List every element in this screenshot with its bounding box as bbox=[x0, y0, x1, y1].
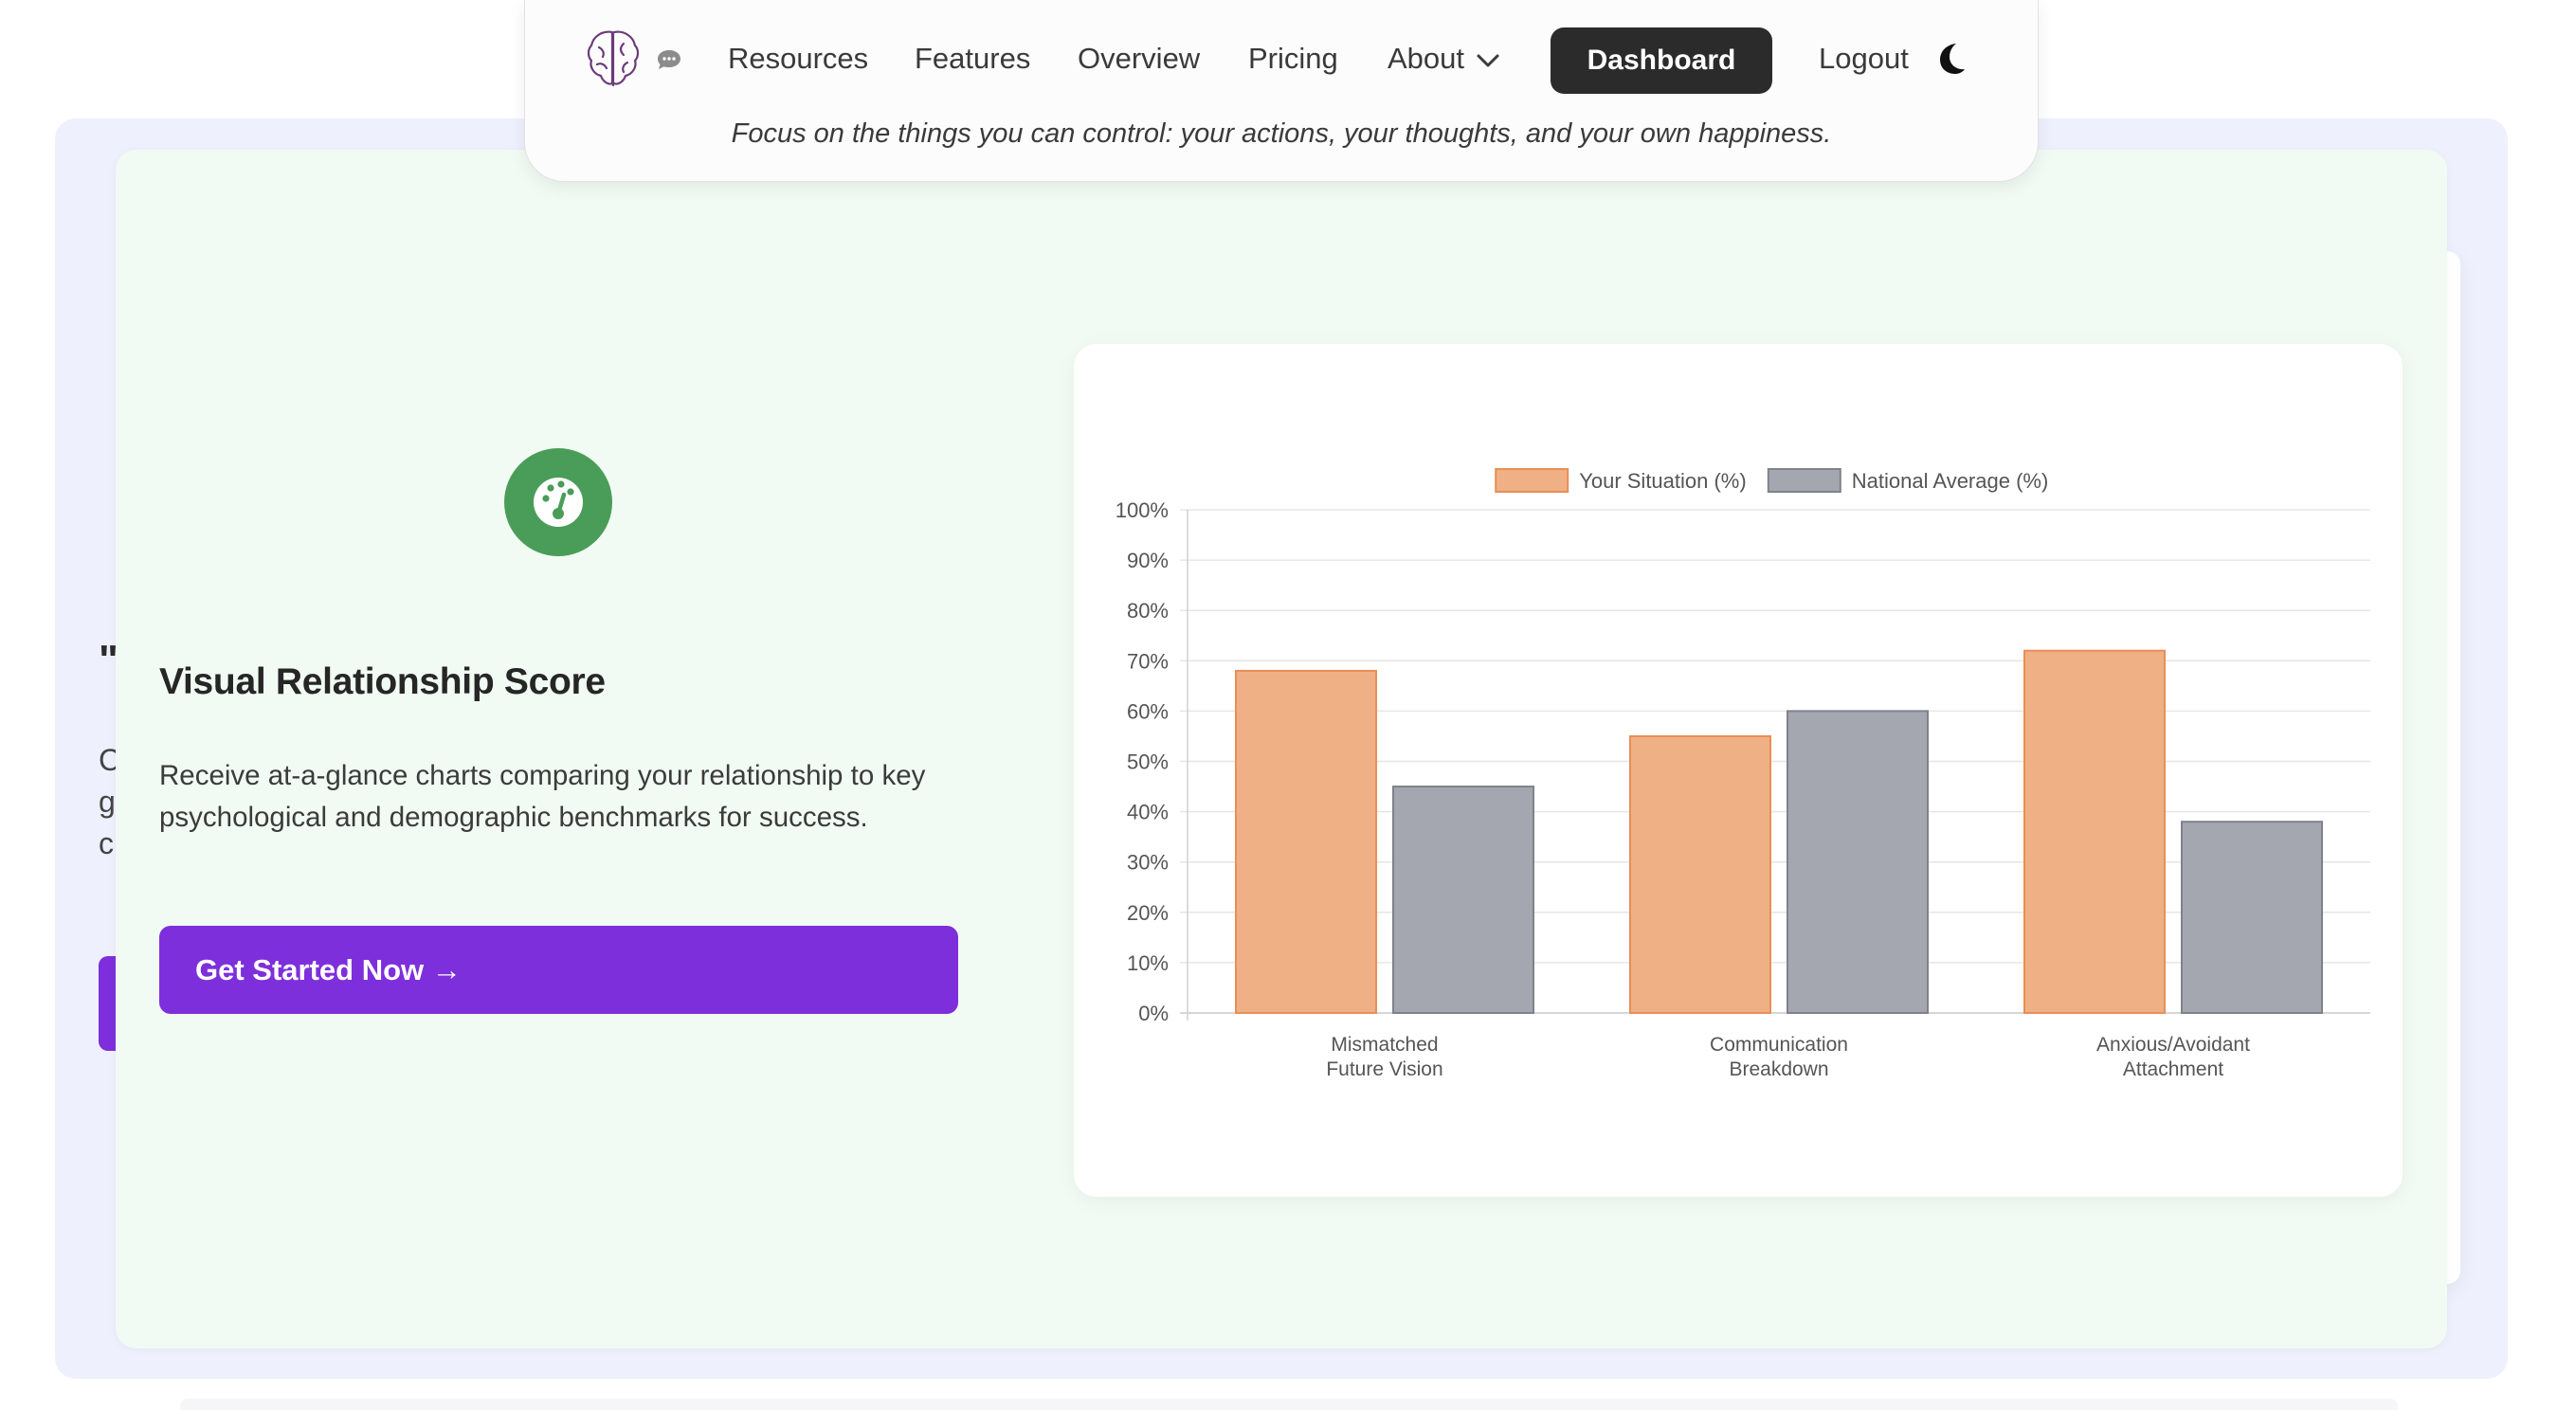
chat-bubble-icon[interactable] bbox=[656, 48, 682, 71]
y-tick-label: 80% bbox=[1127, 599, 1169, 623]
navbar-quote: Focus on the things you can control: you… bbox=[731, 118, 1832, 149]
chevron-down-icon[interactable] bbox=[1476, 51, 1500, 70]
chart-card: 0% 10% 20% 30% 40% 50% 60% 70% 80% 90% 100% Mismatc… bbox=[1074, 344, 2403, 1197]
bar-your-situation bbox=[1235, 669, 1377, 1014]
top-navbar: Resources Features Overview Pricing Abou… bbox=[524, 0, 2039, 182]
background-quote-mark: " bbox=[99, 637, 118, 683]
y-tick-label: 40% bbox=[1127, 801, 1169, 824]
y-tick-label: 30% bbox=[1127, 851, 1169, 875]
brain-logo-icon[interactable] bbox=[584, 27, 643, 89]
legend-swatch bbox=[1767, 468, 1841, 493]
nav-overview[interactable]: Overview bbox=[1078, 42, 1201, 75]
y-tick-label: 90% bbox=[1127, 549, 1169, 572]
bar-your-situation bbox=[2023, 649, 2166, 1014]
x-tick-label: Anxious/Avoidant bbox=[2096, 1034, 2250, 1056]
x-tick-label: Attachment bbox=[2123, 1058, 2223, 1080]
feature-description: Receive at-a-glance charts comparing you… bbox=[159, 760, 926, 833]
legend-swatch bbox=[1495, 468, 1569, 493]
y-tick-label: 0% bbox=[1138, 1002, 1169, 1025]
x-tick-label: Breakdown bbox=[1729, 1058, 1828, 1080]
bar-national-average bbox=[1787, 710, 1929, 1014]
bar-national-average bbox=[1392, 786, 1534, 1014]
nav-features[interactable]: Features bbox=[915, 42, 1031, 75]
legend-label: Your Situation (%) bbox=[1579, 469, 1747, 493]
y-tick-label: 100% bbox=[1116, 498, 1169, 522]
x-tick-label: Future Vision bbox=[1326, 1058, 1442, 1080]
legend-label: National Average (%) bbox=[1852, 469, 2049, 493]
nav-resources[interactable]: Resources bbox=[728, 42, 869, 75]
bar-your-situation bbox=[1629, 734, 1771, 1014]
bar-chart: 0% 10% 20% 30% 40% 50% 60% 70% 80% 90% 100% Mismatc… bbox=[1116, 468, 2370, 1080]
get-started-button[interactable]: Get Started Now → bbox=[159, 926, 958, 1014]
logout-link[interactable]: Logout bbox=[1819, 42, 1909, 75]
nav-pricing[interactable]: Pricing bbox=[1248, 42, 1338, 75]
x-tick-label: Mismatched bbox=[1331, 1034, 1438, 1056]
y-tick-label: 60% bbox=[1127, 699, 1169, 723]
moon-icon[interactable] bbox=[1935, 42, 1968, 76]
y-tick-label: 10% bbox=[1127, 951, 1169, 975]
y-tick-label: 50% bbox=[1127, 750, 1169, 774]
background-text-fragment: C g c bbox=[99, 743, 121, 860]
y-tick-label: 70% bbox=[1127, 649, 1169, 673]
bar-national-average bbox=[2181, 821, 2323, 1014]
x-tick-label: Communication bbox=[1710, 1034, 1848, 1056]
feature-title: Visual Relationship Score bbox=[159, 661, 606, 702]
y-tick-label: 20% bbox=[1127, 901, 1169, 925]
dashboard-button[interactable]: Dashboard bbox=[1551, 27, 1772, 94]
gauge-icon bbox=[504, 448, 612, 556]
bottom-section-edge bbox=[180, 1399, 2398, 1410]
nav-about[interactable]: About bbox=[1388, 42, 1465, 75]
